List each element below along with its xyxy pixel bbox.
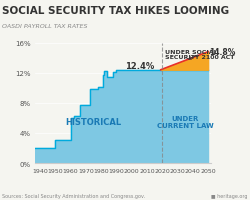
Text: OASDI PAYROLL TAX RATES: OASDI PAYROLL TAX RATES: [2, 24, 88, 29]
Text: 14.8%: 14.8%: [209, 48, 235, 57]
Text: 12.4%: 12.4%: [125, 61, 154, 70]
Text: SOCIAL SECURITY TAX HIKES LOOMING: SOCIAL SECURITY TAX HIKES LOOMING: [2, 6, 230, 16]
Text: Sources: Social Security Administration and Congress.gov.: Sources: Social Security Administration …: [2, 193, 146, 198]
Text: UNDER
CURRENT LAW: UNDER CURRENT LAW: [157, 116, 214, 129]
Text: UNDER SOCIAL
SECURITY 2100 ACT: UNDER SOCIAL SECURITY 2100 ACT: [165, 49, 235, 60]
Text: ■ heritage.org: ■ heritage.org: [211, 193, 248, 198]
Text: HISTORICAL: HISTORICAL: [66, 118, 122, 127]
